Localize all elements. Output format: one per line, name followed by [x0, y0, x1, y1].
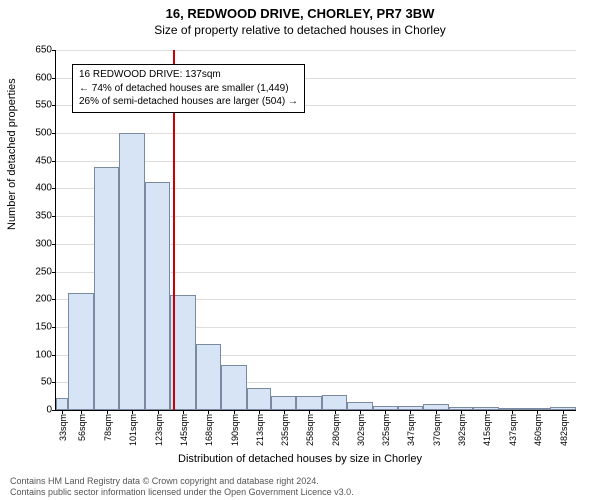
annotation-line1: 16 REDWOOD DRIVE: 137sqm [79, 68, 298, 82]
x-tick-mark [284, 410, 285, 414]
y-tick-label: 550 [12, 100, 56, 111]
y-tick-mark [52, 272, 56, 273]
x-tick-label: 213sqm [255, 410, 265, 446]
x-tick-mark [335, 410, 336, 414]
x-tick-label: 347sqm [406, 410, 416, 446]
histogram-bar [347, 402, 373, 410]
x-tick-mark [158, 410, 159, 414]
histogram-bar [322, 395, 347, 411]
x-tick-label: 145sqm [179, 410, 189, 446]
x-tick-mark [107, 410, 108, 414]
chart-subtitle: Size of property relative to detached ho… [0, 21, 600, 37]
x-tick-label: 325sqm [381, 410, 391, 446]
histogram-bar [196, 344, 221, 410]
y-tick-mark [52, 216, 56, 217]
y-tick-mark [52, 188, 56, 189]
x-tick-label: 123sqm [154, 410, 164, 446]
x-tick-label: 168sqm [204, 410, 214, 446]
y-tick-label: 200 [12, 294, 56, 305]
x-tick-mark [208, 410, 209, 414]
chart-container: 16, REDWOOD DRIVE, CHORLEY, PR7 3BW Size… [0, 0, 600, 500]
annotation-line3: 26% of semi-detached houses are larger (… [79, 95, 298, 109]
histogram-bar [271, 396, 296, 410]
histogram-bar [119, 133, 145, 410]
x-tick-label: 437sqm [508, 410, 518, 446]
x-tick-label: 190sqm [230, 410, 240, 446]
y-tick-mark [52, 78, 56, 79]
x-tick-label: 33sqm [58, 410, 68, 441]
histogram-bar [247, 388, 272, 410]
x-tick-mark [461, 410, 462, 414]
x-tick-label: 101sqm [128, 410, 138, 446]
y-tick-label: 250 [12, 266, 56, 277]
x-tick-label: 415sqm [482, 410, 492, 446]
y-tick-label: 450 [12, 155, 56, 166]
y-tick-label: 150 [12, 321, 56, 332]
y-tick-mark [52, 382, 56, 383]
x-tick-label: 460sqm [533, 410, 543, 446]
histogram-bar [145, 182, 170, 410]
x-tick-mark [385, 410, 386, 414]
x-tick-mark [360, 410, 361, 414]
x-tick-mark [132, 410, 133, 414]
x-tick-label: 235sqm [280, 410, 290, 446]
x-tick-label: 392sqm [457, 410, 467, 446]
y-tick-label: 400 [12, 183, 56, 194]
x-tick-mark [81, 410, 82, 414]
x-axis-label: Distribution of detached houses by size … [0, 453, 600, 465]
x-tick-mark [436, 410, 437, 414]
chart-title: 16, REDWOOD DRIVE, CHORLEY, PR7 3BW [0, 0, 600, 21]
footer-line2: Contains public sector information licen… [10, 487, 354, 498]
y-tick-mark [52, 105, 56, 106]
x-tick-mark [537, 410, 538, 414]
x-tick-label: 78sqm [103, 410, 113, 441]
x-tick-label: 370sqm [432, 410, 442, 446]
histogram-bar [94, 167, 119, 410]
y-tick-label: 650 [12, 45, 56, 56]
x-tick-mark [309, 410, 310, 414]
y-tick-mark [52, 244, 56, 245]
x-tick-mark [183, 410, 184, 414]
y-tick-label: 50 [12, 377, 56, 388]
x-tick-mark [563, 410, 564, 414]
y-tick-mark [52, 327, 56, 328]
x-tick-label: 56sqm [77, 410, 87, 441]
histogram-bar [221, 365, 247, 410]
y-tick-label: 0 [12, 405, 56, 416]
y-tick-mark [52, 410, 56, 411]
y-tick-mark [52, 50, 56, 51]
histogram-bar [296, 396, 322, 410]
y-tick-mark [52, 299, 56, 300]
x-tick-label: 280sqm [331, 410, 341, 446]
footer-line1: Contains HM Land Registry data © Crown c… [10, 476, 354, 487]
histogram-bar [56, 398, 68, 410]
x-tick-mark [512, 410, 513, 414]
y-tick-label: 500 [12, 128, 56, 139]
annotation-box: 16 REDWOOD DRIVE: 137sqm ← 74% of detach… [72, 64, 305, 113]
x-tick-mark [486, 410, 487, 414]
x-tick-mark [62, 410, 63, 414]
grid-line [56, 50, 576, 51]
x-tick-mark [234, 410, 235, 414]
x-tick-mark [410, 410, 411, 414]
annotation-line2: ← 74% of detached houses are smaller (1,… [79, 82, 298, 96]
attribution-footer: Contains HM Land Registry data © Crown c… [10, 476, 354, 498]
x-tick-label: 302sqm [356, 410, 366, 446]
y-tick-mark [52, 355, 56, 356]
y-tick-label: 350 [12, 211, 56, 222]
histogram-bar [68, 293, 94, 410]
plot-area: 0501001502002503003504004505005506006503… [55, 50, 576, 411]
y-tick-label: 300 [12, 238, 56, 249]
y-tick-label: 600 [12, 72, 56, 83]
y-tick-mark [52, 133, 56, 134]
y-tick-mark [52, 161, 56, 162]
x-tick-mark [259, 410, 260, 414]
x-tick-label: 258sqm [305, 410, 315, 446]
x-tick-label: 482sqm [559, 410, 569, 446]
y-tick-label: 100 [12, 349, 56, 360]
